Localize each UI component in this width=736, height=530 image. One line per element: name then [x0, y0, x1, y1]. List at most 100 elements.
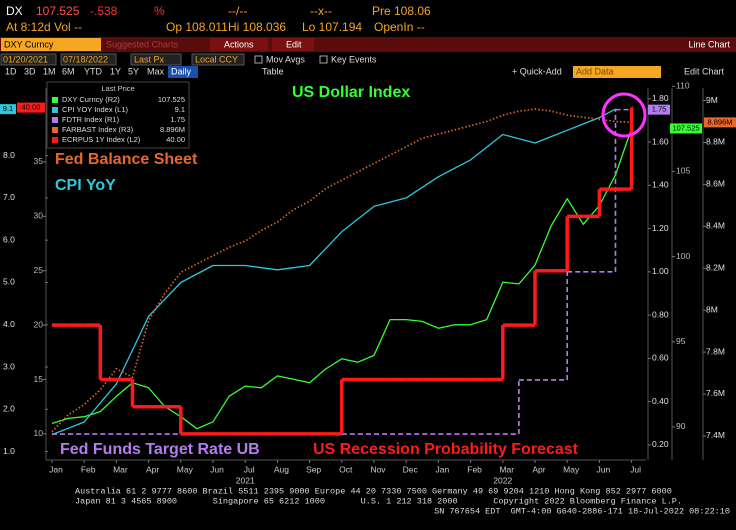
y-tick-label: 7.8M: [706, 346, 725, 356]
y-tick-label: 100: [676, 251, 690, 261]
ticker: DX: [6, 4, 23, 18]
legend-swatch: [52, 117, 58, 123]
annotation: US Recession Probability Forecast: [313, 441, 579, 458]
x-tick-label: Dec: [403, 464, 419, 474]
x-tick-label: Mar: [499, 464, 514, 474]
year-label: 2021: [236, 475, 255, 485]
x-tick-label: May: [563, 464, 580, 474]
mov-avgs[interactable]: Mov Avgs: [266, 54, 305, 64]
x-tick-label: Aug: [274, 464, 289, 474]
highlight-circle: [601, 92, 647, 138]
footer-line: Japan 81 3 4565 8900 Singapore 65 6212 1…: [75, 496, 682, 506]
x-tick-label: Feb: [81, 464, 96, 474]
high: Hi 108.036: [228, 20, 286, 34]
last-value-tag: [670, 123, 702, 134]
x-tick-label: Nov: [370, 464, 386, 474]
y-tick-label: 90: [676, 421, 686, 431]
y-tick-label: 5.0: [3, 277, 15, 287]
actions[interactable]: Actions: [224, 39, 254, 49]
y-tick-label: 0.60: [652, 353, 669, 363]
frequency-box[interactable]: [168, 66, 198, 78]
quick-add[interactable]: + Quick-Add: [512, 66, 562, 76]
last-value-tag-label: 1.75: [652, 105, 667, 114]
legend-swatch: [52, 107, 58, 113]
legend-swatch: [52, 127, 58, 133]
currency[interactable]: Local CCY: [195, 54, 238, 64]
legend-value: 9.1: [175, 105, 185, 114]
period[interactable]: YTD: [84, 66, 103, 76]
edit-button[interactable]: [272, 38, 314, 51]
end-date[interactable]: 07/18/2022: [63, 54, 108, 64]
frequency[interactable]: Daily: [171, 66, 192, 76]
last-value-tag: [0, 104, 16, 115]
y-tick-label: 1.60: [652, 136, 669, 146]
add-data-box[interactable]: [573, 66, 661, 78]
field-box[interactable]: [130, 53, 182, 66]
y-tick-label: 6.0: [3, 234, 15, 244]
y-tick-label: 7.6M: [706, 388, 725, 398]
y-tick-label: 95: [676, 336, 686, 346]
period[interactable]: 5Y: [128, 66, 139, 76]
currency-box[interactable]: [191, 53, 245, 66]
edit-chart[interactable]: Edit Chart: [684, 66, 725, 76]
legend-value: 40.00: [166, 135, 185, 144]
y-tick-label: 35: [34, 156, 44, 166]
security-box[interactable]: [1, 38, 101, 51]
x-tick-label: Jul: [630, 464, 641, 474]
legend-swatch: [52, 137, 58, 143]
actions-button[interactable]: [210, 38, 268, 51]
edit[interactable]: Edit: [286, 39, 302, 49]
period[interactable]: Max: [147, 66, 165, 76]
x-tick-label: Jul: [244, 464, 255, 474]
period[interactable]: 1Y: [110, 66, 121, 76]
x-tick-label: May: [177, 464, 194, 474]
y-tick-label: 1.80: [652, 93, 669, 103]
y-tick-label: 0.40: [652, 396, 669, 406]
table[interactable]: Table: [262, 66, 284, 76]
y-tick-label: 105: [676, 166, 690, 176]
size: --x--: [310, 4, 332, 18]
y-tick-label: 8.8M: [706, 137, 725, 147]
chart: 1.0 2.0 3.0 4.0 5.0 6.0 7.0 8.0 10 15 20 25 30 35 0.20…: [0, 81, 736, 485]
start-date-box[interactable]: [0, 53, 57, 66]
y-tick-label: 3.0: [3, 361, 15, 371]
add-data[interactable]: Add Data: [576, 66, 614, 76]
toolbar-bar: [0, 37, 736, 52]
period[interactable]: 1M: [43, 66, 56, 76]
mov-avgs-checkbox[interactable]: [254, 55, 263, 64]
x-tick-label: Oct: [339, 464, 353, 474]
y-tick-label: 20: [34, 319, 44, 329]
series-line: [51, 108, 616, 436]
y-tick-label: 25: [34, 265, 44, 275]
open: Op 108.011: [166, 20, 228, 34]
y-tick-label: 9M: [706, 95, 718, 105]
x-tick-label: Jun: [210, 464, 224, 474]
key-events-checkbox[interactable]: [319, 55, 328, 64]
annotation: Fed Balance Sheet: [55, 151, 198, 168]
period[interactable]: 1D: [5, 66, 17, 76]
field[interactable]: Last Px: [134, 54, 165, 64]
y-tick-label: 1.20: [652, 223, 669, 233]
suggested-charts[interactable]: Suggested Charts: [106, 39, 179, 49]
key-events[interactable]: Key Events: [331, 54, 377, 64]
time-vol: At 8:12d Vol --: [6, 20, 82, 34]
x-tick-label: Feb: [467, 464, 482, 474]
last-value-tag: [648, 104, 670, 115]
end-date-box[interactable]: [60, 53, 117, 66]
y-tick-label: 10: [34, 428, 44, 438]
annotation: Fed Funds Target Rate UB: [60, 441, 260, 458]
y-tick-label: 30: [34, 211, 44, 221]
y-tick-label: 0.80: [652, 309, 669, 319]
last-value-tag: [704, 117, 736, 128]
start-date[interactable]: 01/20/2021: [3, 54, 48, 64]
period[interactable]: 6M: [62, 66, 75, 76]
security[interactable]: DXY Curncy: [4, 39, 54, 49]
period[interactable]: 3D: [24, 66, 36, 76]
x-tick-label: Apr: [146, 464, 159, 474]
y-tick-label: 8.6M: [706, 179, 725, 189]
last-value-tag-label: 9.1: [3, 104, 13, 113]
chart-kind: Line Chart: [688, 39, 730, 49]
x-tick-label: Apr: [532, 464, 545, 474]
y-tick-label: 110: [676, 81, 690, 91]
